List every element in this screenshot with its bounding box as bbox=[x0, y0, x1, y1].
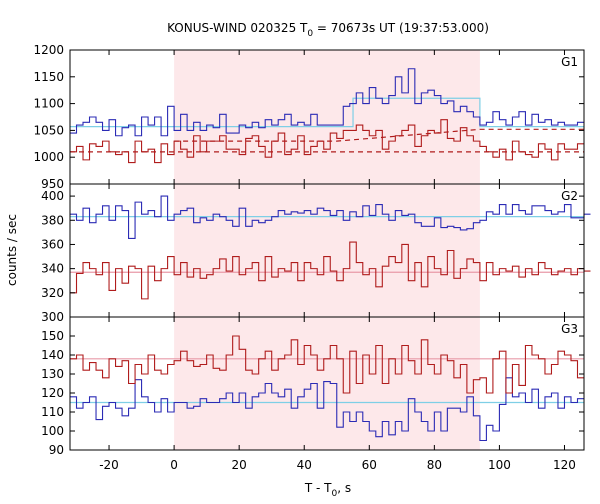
x-axis-label-subscript: 0 bbox=[332, 489, 338, 499]
chart-title-rest: = 70673s UT (19:37:53.000) bbox=[313, 21, 489, 35]
x-tick-label: 0 bbox=[170, 458, 178, 472]
y-tick-label: 1200 bbox=[33, 43, 64, 57]
source-interval-shade bbox=[174, 184, 480, 317]
y-tick-label: 140 bbox=[41, 348, 64, 362]
y-tick-label: 150 bbox=[41, 329, 64, 343]
count-rate-series-blue bbox=[70, 195, 591, 239]
panel-label: G1 bbox=[561, 55, 578, 69]
x-tick-label: 80 bbox=[427, 458, 442, 472]
y-tick-label: 120 bbox=[41, 386, 64, 400]
background-fit-line bbox=[70, 97, 584, 128]
x-axis-label: T - T0, s bbox=[304, 481, 351, 499]
x-tick-label: 100 bbox=[488, 458, 511, 472]
y-tick-label: 110 bbox=[41, 405, 64, 419]
y-tick-label: 1000 bbox=[33, 150, 64, 164]
y-tick-label: 340 bbox=[41, 262, 64, 276]
y-tick-label: 360 bbox=[41, 237, 64, 251]
chart-title-main: KONUS-WIND 020325 T bbox=[167, 21, 308, 35]
y-tick-label: 90 bbox=[49, 443, 64, 457]
count-rate-series-blue bbox=[70, 377, 584, 442]
panel-g3: 90 100 110 120 130 140 150 G3 -20 0 20 40 60 80 100 120 bbox=[41, 316, 585, 472]
panel-g1: 950 1000 1050 1100 1150 1200 G1 bbox=[33, 43, 585, 191]
y-axis-label: counts / sec bbox=[5, 214, 19, 286]
source-interval-shade bbox=[174, 317, 480, 450]
y-tick-label: 400 bbox=[41, 189, 64, 203]
y-tick-label: 950 bbox=[41, 177, 64, 191]
chart-title: KONUS-WIND 020325 T0 = 70673s UT (19:37:… bbox=[167, 21, 489, 39]
x-axis-label-rest: , s bbox=[337, 481, 351, 495]
count-rate-series-red bbox=[70, 241, 591, 300]
chart-title-subscript: 0 bbox=[307, 29, 313, 39]
x-tick-label: 120 bbox=[553, 458, 576, 472]
x-tick-label: 20 bbox=[232, 458, 247, 472]
x-axis-label-main: T - T bbox=[304, 481, 332, 495]
y-tick-label: 1100 bbox=[33, 97, 64, 111]
panel-label: G2 bbox=[561, 189, 578, 203]
y-tick-label: 1150 bbox=[33, 70, 64, 84]
panels-layer: 95010001050110011501200G1300320340360380… bbox=[33, 43, 591, 472]
count-rate-series-blue bbox=[70, 68, 584, 137]
y-tick-label: 130 bbox=[41, 367, 64, 381]
background-fit-line bbox=[174, 128, 584, 142]
x-tick-label: 40 bbox=[297, 458, 312, 472]
y-tick-label: 300 bbox=[41, 310, 64, 324]
y-tick-label: 380 bbox=[41, 213, 64, 227]
panel-frame bbox=[69, 316, 585, 451]
panel-g2: 300 320 340 360 380 400 G2 bbox=[41, 183, 591, 324]
count-rate-series-red bbox=[70, 119, 584, 164]
panel-label: G3 bbox=[561, 322, 578, 336]
x-tick-label: 60 bbox=[362, 458, 377, 472]
count-rate-series-red bbox=[70, 335, 584, 394]
x-tick-label: -20 bbox=[99, 458, 119, 472]
y-tick-label: 320 bbox=[41, 286, 64, 300]
y-tick-label: 100 bbox=[41, 424, 64, 438]
y-tick-label: 1050 bbox=[33, 123, 64, 137]
source-interval-shade bbox=[174, 50, 480, 184]
